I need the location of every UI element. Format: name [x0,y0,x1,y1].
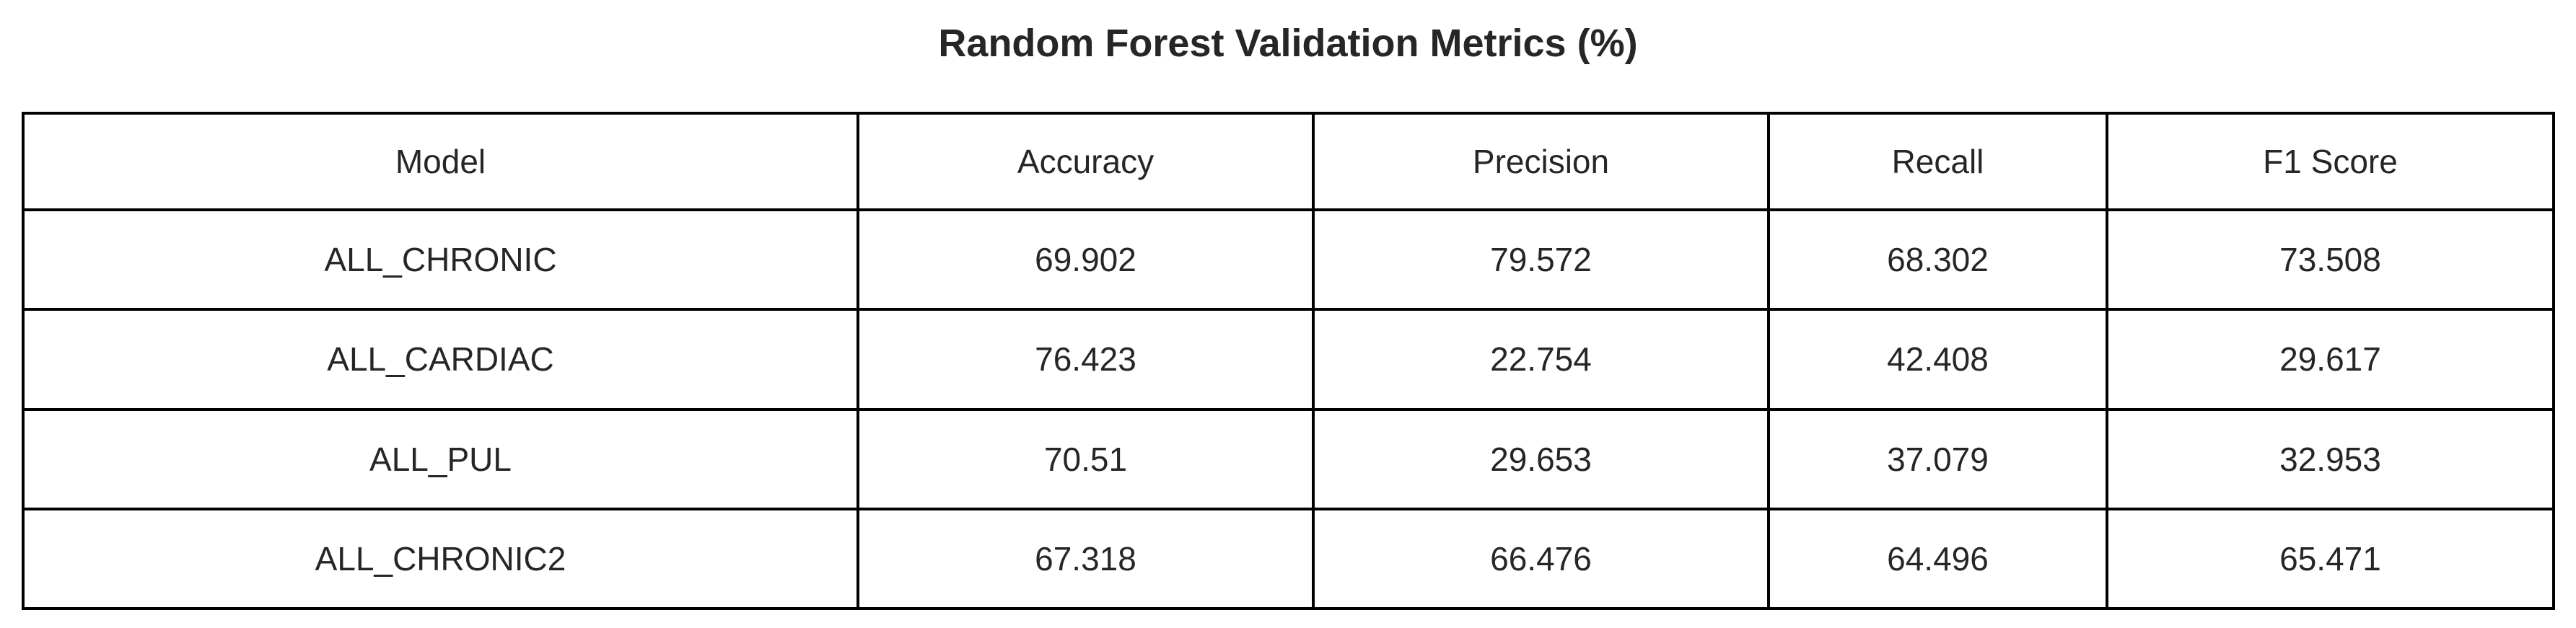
header-precision: Precision [1312,112,1770,211]
cell-f1-score: 32.953 [2106,407,2555,510]
metrics-table: Model Accuracy Precision Recall F1 Score… [22,112,2555,611]
cell-f1-score: 65.471 [2106,507,2555,611]
cell-recall: 68.302 [1767,208,2108,311]
cell-recall: 37.079 [1767,407,2108,510]
cell-model: ALL_CARDIAC [22,308,859,411]
cell-precision: 22.754 [1312,308,1770,411]
cell-model: ALL_CHRONIC2 [22,507,859,611]
header-accuracy: Accuracy [857,112,1315,211]
cell-accuracy: 67.318 [857,507,1315,611]
cell-f1-score: 73.508 [2106,208,2555,311]
header-recall: Recall [1767,112,2108,211]
cell-precision: 66.476 [1312,507,1770,611]
cell-precision: 29.653 [1312,407,1770,510]
table-row: ALL_CHRONIC2 67.318 66.476 64.496 65.471 [22,507,2555,611]
table-row: ALL_PUL 70.51 29.653 37.079 32.953 [22,407,2555,510]
table-header-row: Model Accuracy Precision Recall F1 Score [22,112,2555,211]
table-row: ALL_CARDIAC 76.423 22.754 42.408 29.617 [22,308,2555,411]
cell-precision: 79.572 [1312,208,1770,311]
cell-accuracy: 76.423 [857,308,1315,411]
table-row: ALL_CHRONIC 69.902 79.572 68.302 73.508 [22,208,2555,311]
chart-title: Random Forest Validation Metrics (%) [938,22,1638,65]
cell-model: ALL_CHRONIC [22,208,859,311]
header-model: Model [22,112,859,211]
header-f1-score: F1 Score [2106,112,2555,211]
cell-accuracy: 70.51 [857,407,1315,510]
cell-model: ALL_PUL [22,407,859,510]
cell-accuracy: 69.902 [857,208,1315,311]
cell-recall: 64.496 [1767,507,2108,611]
cell-recall: 42.408 [1767,308,2108,411]
cell-f1-score: 29.617 [2106,308,2555,411]
